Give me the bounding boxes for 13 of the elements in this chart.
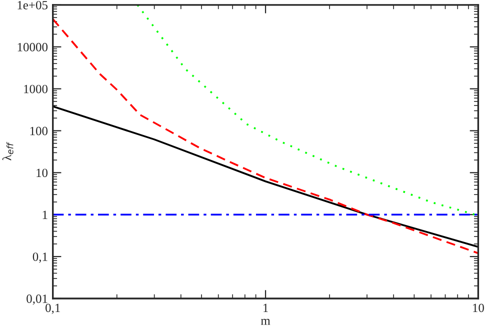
- y-tick-label: 100: [30, 126, 48, 136]
- y-tick-label: 1000: [24, 84, 48, 94]
- y-axis-title: λ$_{eff}$: [2, 142, 14, 160]
- y-tick-label: 10: [36, 168, 48, 178]
- x-tick-label: 0,1: [46, 304, 60, 314]
- x-axis-title: m: [260, 318, 270, 325]
- y-tick-label: 10000: [18, 42, 48, 52]
- y-tick-label: 1e+05: [18, 0, 48, 10]
- y-tick-label: 0,01: [26, 294, 48, 305]
- x-tick-label: 1: [264, 304, 268, 312]
- x-tick-label: 10: [473, 304, 484, 312]
- y-tick-label: 1: [42, 210, 48, 219]
- y-tick-label: 0,1: [32, 252, 48, 263]
